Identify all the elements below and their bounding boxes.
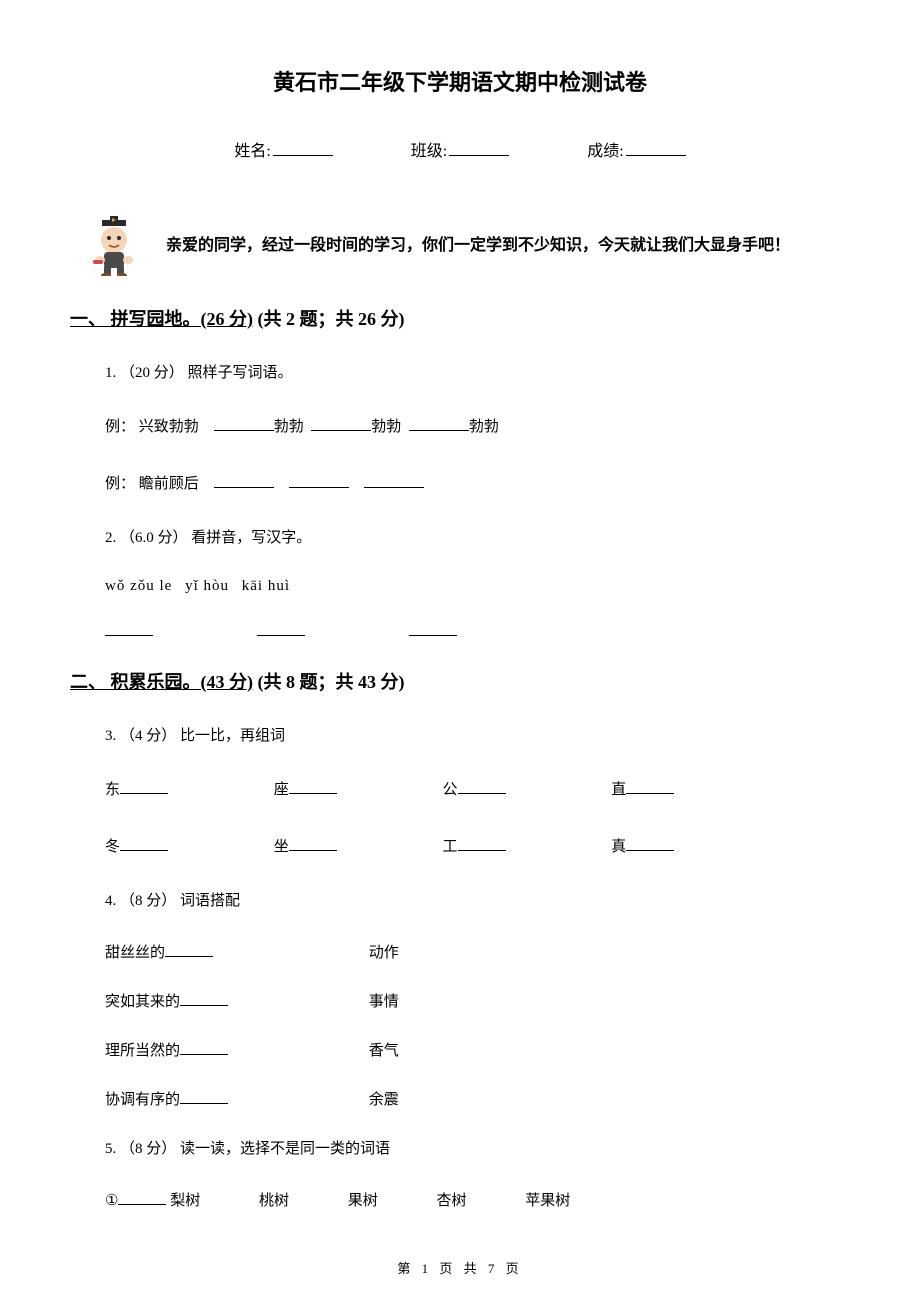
class-blank[interactable] [449, 155, 509, 156]
q2-pinyin-3: kāi huì [242, 578, 290, 595]
q3-blank-3[interactable] [458, 793, 506, 794]
q5-item-3: 果树 [348, 1189, 378, 1210]
q2-blank-3[interactable] [409, 635, 457, 636]
q3-char-zhi1: 直 [611, 782, 626, 798]
student-avatar-icon [90, 216, 150, 276]
q4-blank-2[interactable] [180, 1005, 228, 1006]
q4-blank-1[interactable] [165, 956, 213, 957]
score-blank[interactable] [626, 155, 686, 156]
q3-blank-4[interactable] [626, 793, 674, 794]
q3-char-gong1: 公 [443, 782, 458, 798]
q3-blank-8[interactable] [626, 850, 674, 851]
q4-left-3: 理所当然的 [105, 1043, 180, 1059]
q3-header: 3. （4 分） 比一比，再组词 [105, 724, 850, 748]
q1-example-2: 例： 瞻前顾后 [105, 470, 850, 499]
q1-ex1-prefix: 例： [105, 419, 135, 435]
q1-ex1-word: 兴致勃勃 [139, 419, 199, 435]
q3-char-zuo2: 坐 [274, 839, 289, 855]
q1-blank-4[interactable] [214, 487, 274, 488]
intro-row: 亲爱的同学，经过一段时间的学习，你们一定学到不少知识，今天就让我们大显身手吧！ [80, 216, 850, 276]
q1-blank-1[interactable] [214, 430, 274, 431]
q4-pair-1: 甜丝丝的 动作 [105, 941, 850, 962]
q5-item-1: 梨树 [170, 1189, 200, 1210]
intro-text: 亲爱的同学，经过一段时间的学习，你们一定学到不少知识，今天就让我们大显身手吧！ [166, 237, 790, 254]
q2-blank-2[interactable] [257, 635, 305, 636]
q4-pair-2: 突如其来的 事情 [105, 990, 850, 1011]
q3-char-dong1: 东 [105, 782, 120, 798]
q1-example-1: 例： 兴致勃勃 勃勃 勃勃 勃勃 [105, 413, 850, 442]
section-2-sub: (共 8 题；共 43 分) [253, 672, 405, 692]
name-blank[interactable] [273, 155, 333, 156]
q3-blank-1[interactable] [120, 793, 168, 794]
q5-item-2: 桃树 [259, 1189, 289, 1210]
q3-char-zhen: 真 [611, 839, 626, 855]
exam-title: 黄石市二年级下学期语文期中检测试卷 [70, 65, 850, 97]
section-1-heading: 一、 拼写园地。(26 分) (共 2 题；共 26 分) [70, 306, 850, 333]
q5-header: 5. （8 分） 读一读，选择不是同一类的词语 [105, 1137, 850, 1161]
q2-blank-1[interactable] [105, 635, 153, 636]
q3-char-dong2: 冬 [105, 839, 120, 855]
class-label: 班级: [411, 143, 447, 160]
q4-right-1: 动作 [369, 945, 399, 961]
q4-pair-3: 理所当然的 香气 [105, 1039, 850, 1060]
q3-row-1: 东 座 公 直 [105, 776, 850, 805]
q1-ex2-word: 瞻前顾后 [139, 476, 199, 492]
student-info-row: 姓名: 班级: 成绩: [70, 137, 850, 161]
q4-blank-3[interactable] [180, 1054, 228, 1055]
q4-pair-4: 协调有序的 余震 [105, 1088, 850, 1109]
q1-blank-6[interactable] [364, 487, 424, 488]
section-2-number: 二、 [70, 672, 106, 692]
q1-blank-3[interactable] [409, 430, 469, 431]
q1-blank-5[interactable] [289, 487, 349, 488]
q4-blank-4[interactable] [180, 1103, 228, 1104]
section-1-number: 一、 [70, 309, 106, 329]
q3-blank-7[interactable] [458, 850, 506, 851]
q2-pinyin-1: wǒ zǒu le [105, 578, 172, 595]
q3-blank-6[interactable] [289, 850, 337, 851]
q4-header: 4. （8 分） 词语搭配 [105, 889, 850, 913]
section-2-title: 积累乐园。(43 分) [111, 672, 254, 692]
q5-item-5: 苹果树 [525, 1189, 570, 1210]
q1-blank-2[interactable] [311, 430, 371, 431]
q3-blank-5[interactable] [120, 850, 168, 851]
q1-suffix-2: 勃勃 [371, 419, 401, 435]
score-label: 成绩: [587, 143, 623, 160]
q4-right-2: 事情 [369, 994, 399, 1010]
section-1-title: 拼写园地。(26 分) [111, 309, 254, 329]
q2-header: 2. （6.0 分） 看拼音，写汉字。 [105, 526, 850, 550]
q4-left-1: 甜丝丝的 [105, 945, 165, 961]
q4-left-4: 协调有序的 [105, 1092, 180, 1108]
q4-right-3: 香气 [369, 1043, 399, 1059]
q3-row-2: 冬 坐 工 真 [105, 833, 850, 862]
q2-blank-row [105, 623, 850, 641]
section-1-sub: (共 2 题；共 26 分) [253, 309, 405, 329]
q3-blank-2[interactable] [289, 793, 337, 794]
page-footer: 第 1 页 共 7 页 [0, 1258, 920, 1277]
q1-suffix-3: 勃勃 [469, 419, 499, 435]
q5-row-1: ① 梨树 桃树 果树 杏树 苹果树 [105, 1189, 850, 1210]
q1-ex2-prefix: 例： [105, 476, 135, 492]
q4-right-4: 余震 [369, 1092, 399, 1108]
q3-char-zuo1: 座 [274, 782, 289, 798]
q5-blank-1[interactable] [118, 1204, 166, 1205]
q1-suffix-1: 勃勃 [274, 419, 304, 435]
q5-item-4: 杏树 [437, 1189, 467, 1210]
q3-char-gong2: 工 [443, 839, 458, 855]
q5-row-label: ① [105, 1193, 118, 1209]
q4-left-2: 突如其来的 [105, 994, 180, 1010]
q2-pinyin-2: yǐ hòu [185, 578, 229, 595]
q2-pinyin-row: wǒ zǒu le yǐ hòu kāi huì [105, 578, 850, 595]
q1-header: 1. （20 分） 照样子写词语。 [105, 361, 850, 385]
name-label: 姓名: [234, 143, 270, 160]
section-2-heading: 二、 积累乐园。(43 分) (共 8 题；共 43 分) [70, 669, 850, 696]
